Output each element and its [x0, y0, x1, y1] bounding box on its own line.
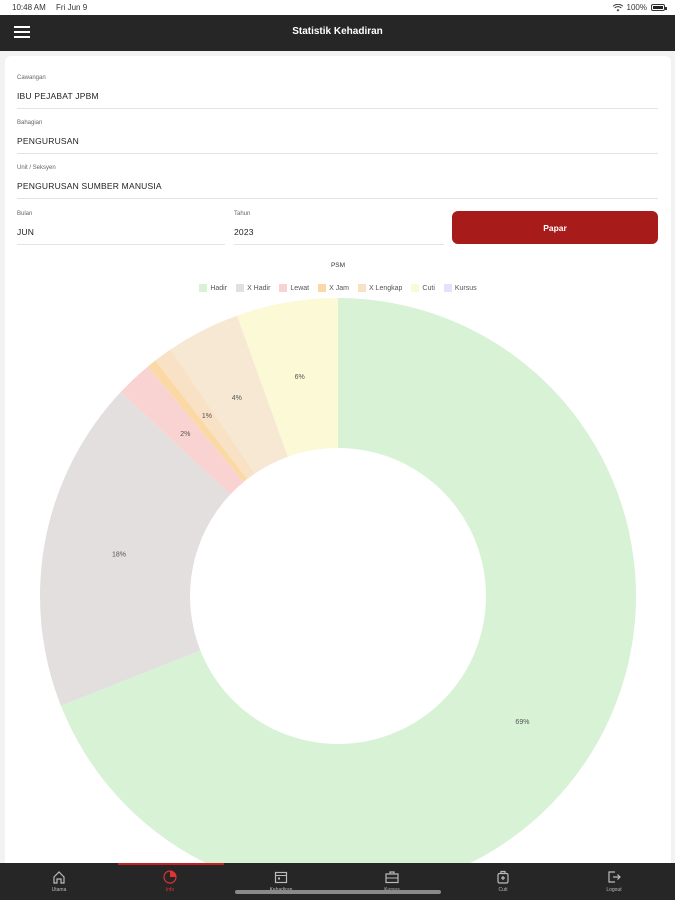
- cawangan-label: Cawangan: [17, 75, 46, 81]
- status-time: 10:48 AM: [12, 3, 46, 12]
- battery-icon: [651, 4, 667, 11]
- legend-swatch: [357, 284, 366, 292]
- slice-hadir[interactable]: [60, 298, 636, 863]
- slice-lewat[interactable]: [120, 366, 244, 495]
- legend-item[interactable]: Cuti: [411, 284, 435, 292]
- wifi-icon: [612, 3, 623, 11]
- doughnut-chart: 69% 18% 2% 1% 4% 6%: [40, 298, 636, 863]
- nav-label: Cuti: [498, 887, 508, 893]
- legend-swatch: [236, 284, 245, 292]
- status-date: Fri Jun 9: [56, 3, 88, 12]
- legend-label: Cuti: [422, 284, 435, 292]
- home-indicator: [235, 890, 441, 894]
- chart-title: PSM: [330, 262, 346, 269]
- unit-value: PENGURUSAN SUMBER MANUSIA: [17, 181, 162, 191]
- tahun-field[interactable]: Tahun 2023: [234, 205, 444, 245]
- bahagian-label: Bahagian: [17, 120, 43, 126]
- nav-item-kursus[interactable]: Kursus: [336, 863, 448, 900]
- chart-legend: Hadir X Hadir Lewat X Jam X Lengkap Cuti Kursu…: [5, 284, 671, 292]
- bulan-label: Bulan: [17, 211, 33, 217]
- slice-label: 2%: [180, 431, 190, 438]
- legend-label: X Jam: [329, 284, 349, 292]
- nav-item-cuti[interactable]: Cuti: [447, 863, 559, 900]
- slice-label: 4%: [232, 395, 242, 402]
- slice-label: 6%: [295, 374, 305, 381]
- luggage-icon: [497, 870, 509, 884]
- legend-label: Hadir: [210, 284, 228, 292]
- legend-swatch: [318, 284, 327, 292]
- active-tab-indicator: [118, 863, 224, 865]
- legend-item[interactable]: X Jam: [318, 284, 349, 292]
- nav-label: Utama: [51, 887, 67, 893]
- unit-field[interactable]: Unit / Seksyen PENGURUSAN SUMBER MANUSIA: [17, 159, 658, 199]
- bahagian-field[interactable]: Bahagian PENGURUSAN: [17, 114, 658, 154]
- page-title: Statistik Kehadiran: [292, 26, 383, 37]
- bulan-field[interactable]: Bulan JUN: [17, 205, 225, 245]
- tahun-value: 2023: [234, 227, 254, 237]
- slice-label: 69%: [515, 719, 529, 726]
- tahun-label: Tahun: [234, 211, 251, 217]
- legend-item[interactable]: X Hadir: [236, 284, 270, 292]
- slice-x-lengkap[interactable]: [155, 349, 255, 480]
- nav-label: Info: [165, 887, 175, 893]
- legend-item[interactable]: Lewat: [279, 284, 309, 292]
- pie-chart-icon: [163, 870, 177, 884]
- legend-swatch: [199, 284, 208, 292]
- home-icon: [53, 871, 65, 884]
- bahagian-value: PENGURUSAN: [17, 136, 79, 146]
- cawangan-value: IBU PEJABAT JPBM: [17, 91, 99, 101]
- unit-label: Unit / Seksyen: [17, 165, 56, 171]
- slice-kursus[interactable]: [237, 298, 338, 457]
- nav-item-utama[interactable]: Utama: [3, 863, 115, 900]
- papar-button[interactable]: Papar: [452, 211, 658, 244]
- slice-label: 1%: [202, 413, 212, 420]
- cawangan-field[interactable]: Cawangan IBU PEJABAT JPBM: [17, 69, 658, 109]
- legend-item[interactable]: Hadir: [199, 284, 227, 292]
- legend-item[interactable]: X Lengkap: [357, 284, 403, 292]
- nav-label: Logout: [606, 887, 622, 893]
- nav-item-info[interactable]: Info: [114, 863, 226, 900]
- slice-x-jam[interactable]: [148, 360, 248, 482]
- calendar-icon: [274, 871, 288, 884]
- hamburger-icon[interactable]: [14, 26, 30, 40]
- status-bar: 10:48 AM Fri Jun 9 100%: [0, 0, 675, 15]
- logout-icon: [608, 871, 621, 883]
- legend-label: X Hadir: [247, 284, 271, 292]
- legend-label: Kursus: [454, 284, 477, 292]
- legend-label: Lewat: [290, 284, 310, 292]
- nav-item-kehadiran[interactable]: Kehadiran: [225, 863, 337, 900]
- bottom-nav: Utama Info KehadiranKursus Cuti Logout: [0, 863, 675, 900]
- briefcase-icon: [385, 871, 399, 884]
- legend-label: X Lengkap: [368, 284, 403, 292]
- slice-label: 18%: [112, 552, 126, 559]
- bulan-value: JUN: [17, 227, 35, 237]
- app-bar: Statistik Kehadiran: [0, 15, 675, 51]
- legend-swatch: [411, 284, 420, 292]
- legend-swatch: [279, 284, 288, 292]
- battery-percent: 100%: [626, 3, 647, 12]
- slice-cuti[interactable]: [170, 315, 288, 474]
- slice-x-hadir[interactable]: [40, 392, 231, 706]
- legend-item[interactable]: Kursus: [443, 284, 477, 292]
- nav-item-logout[interactable]: Logout: [558, 863, 670, 900]
- legend-swatch: [443, 284, 452, 292]
